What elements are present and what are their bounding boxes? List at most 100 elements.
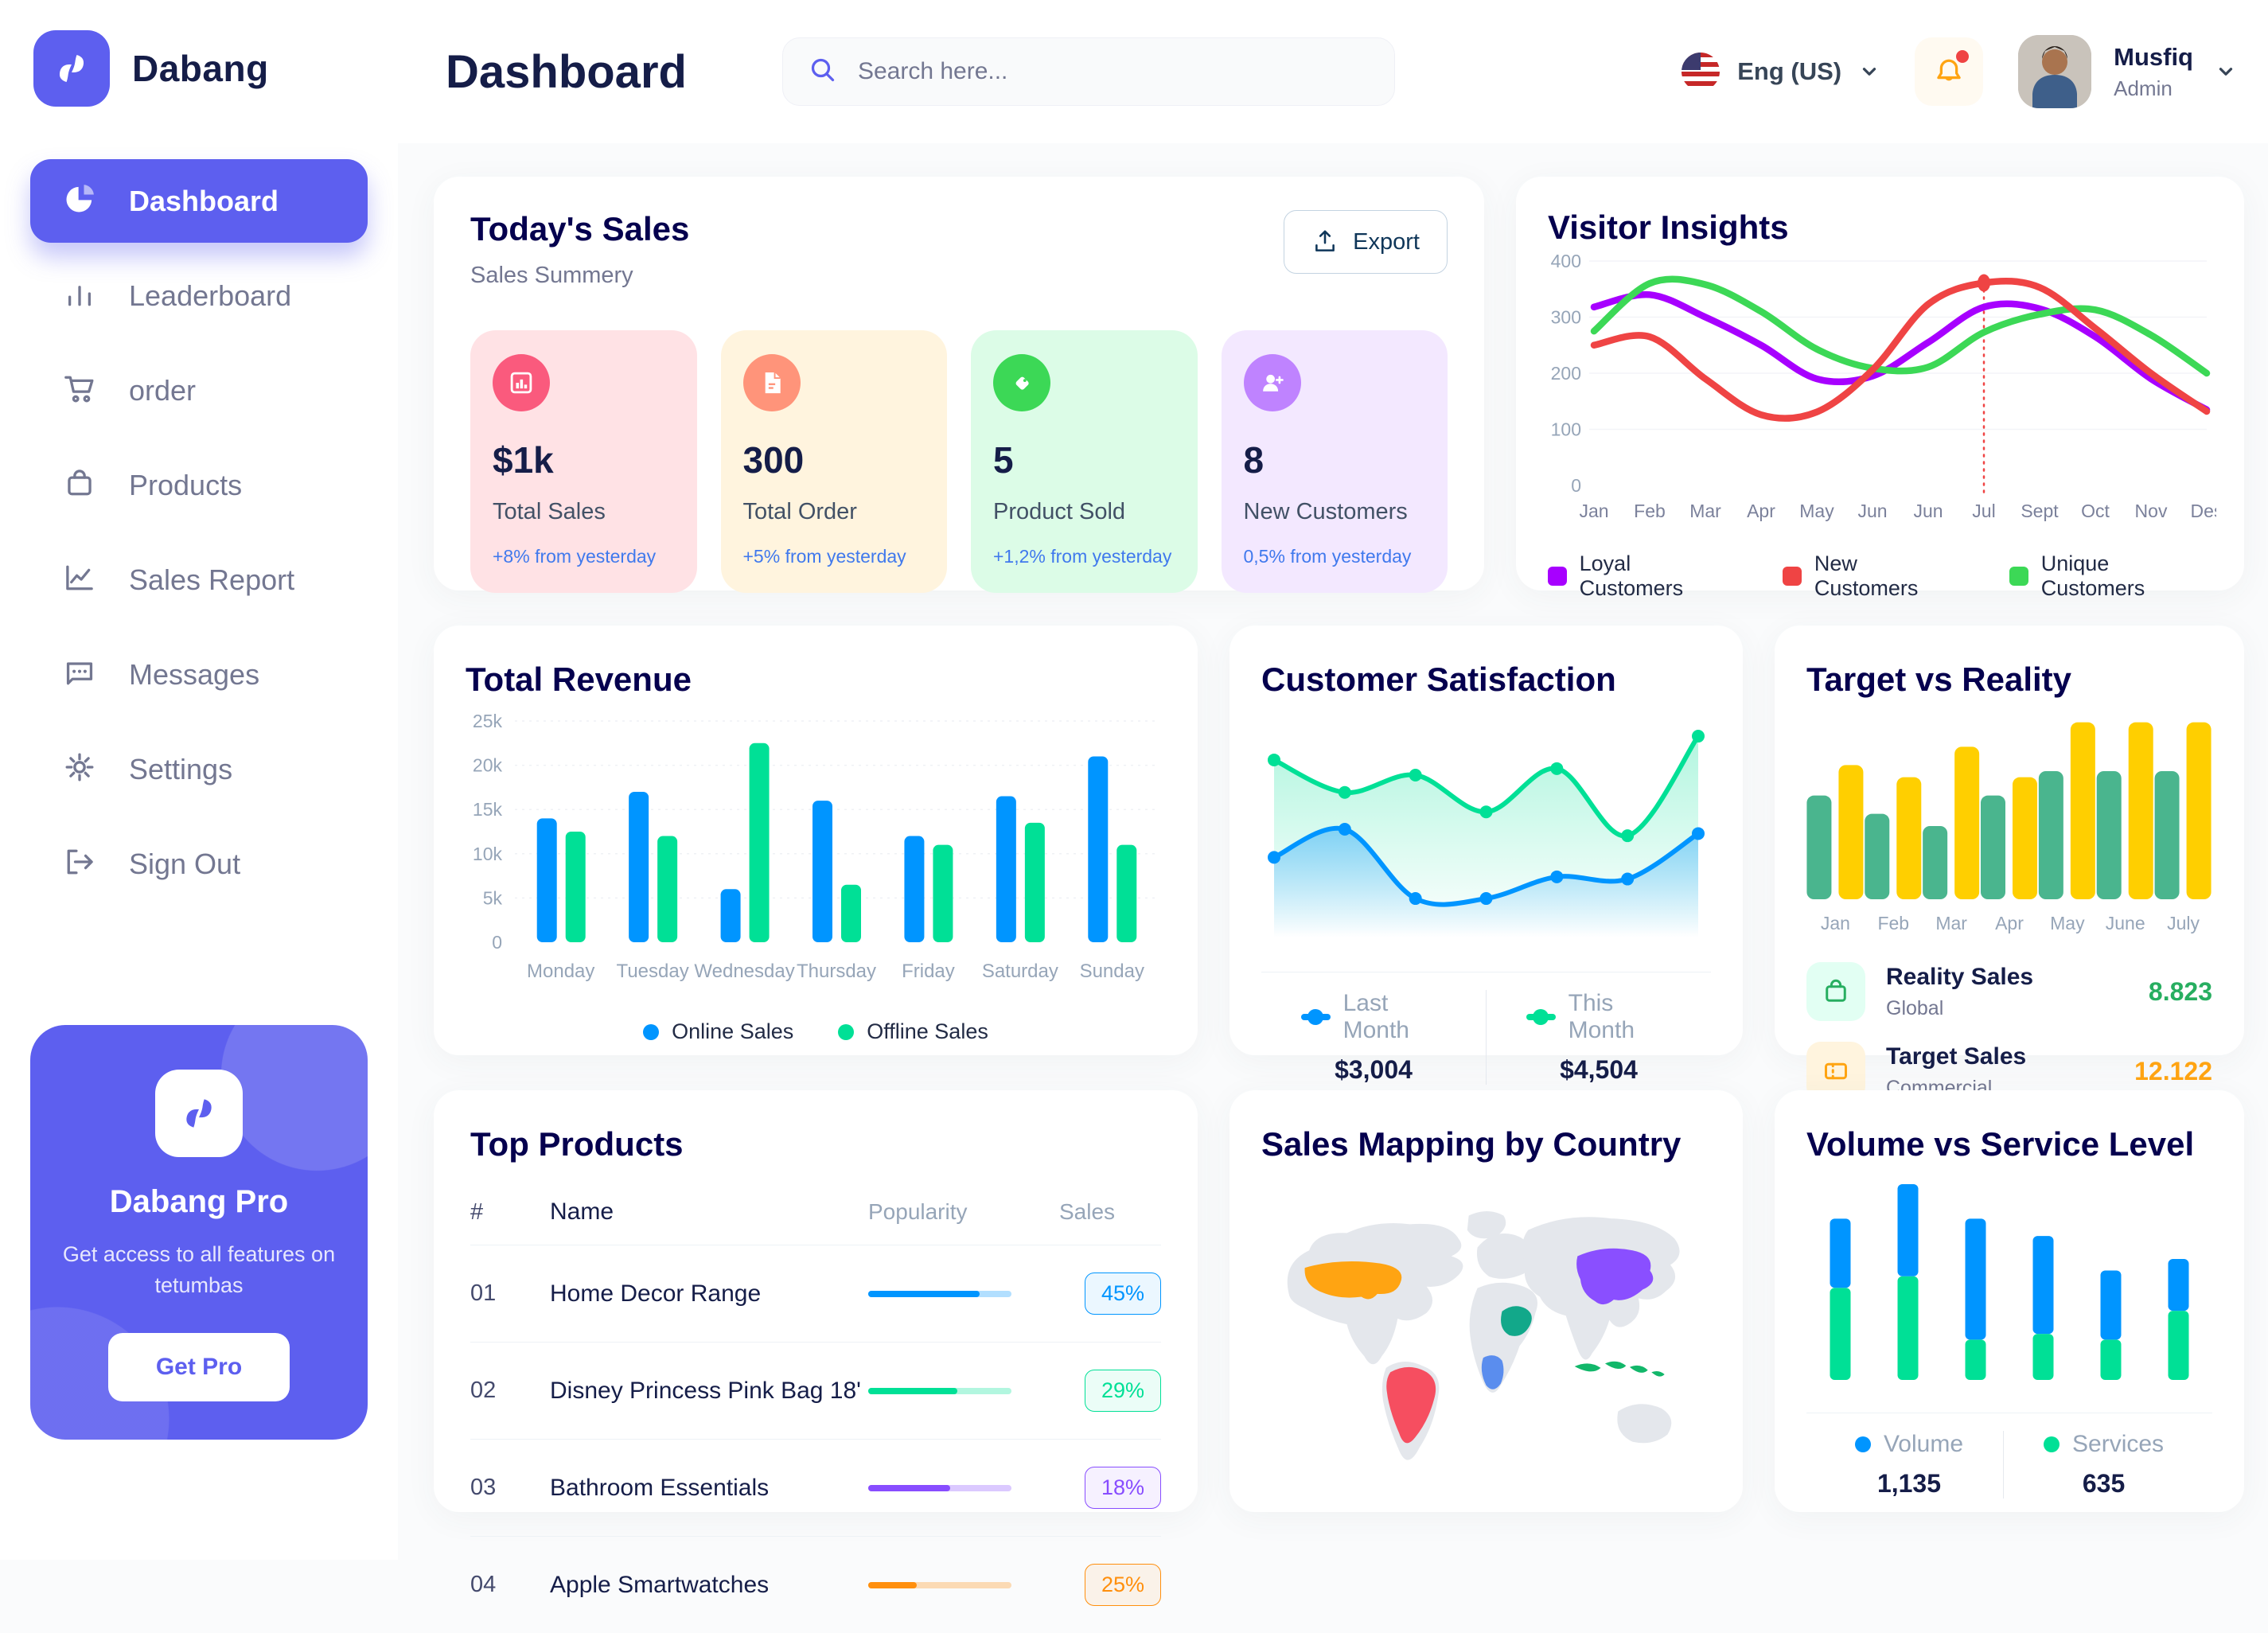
- sidebar-item-products[interactable]: Products: [30, 443, 368, 527]
- popularity-bar: [868, 1484, 950, 1491]
- target-vs-reality-title: Target vs Reality: [1806, 661, 2072, 698]
- stat-label: Total Order: [742, 499, 857, 524]
- sidebar-item-sales-report[interactable]: Sales Report: [30, 538, 368, 622]
- table-row: 03 Bathroom Essentials 18%: [470, 1440, 1161, 1537]
- svg-text:Apr: Apr: [1995, 913, 2024, 933]
- main-content: Today's Sales Sales Summery Export: [398, 143, 2268, 1606]
- legend-item-reality-sales: Reality Sales Global 8.823: [1806, 962, 2212, 1021]
- popularity-bar: [868, 1581, 918, 1588]
- search-icon: [807, 54, 839, 90]
- volume-vs-service-title: Volume vs Service Level: [1806, 1125, 2195, 1163]
- file-icon: [742, 354, 801, 411]
- svg-text:0: 0: [1571, 475, 1581, 496]
- customer-satisfaction-card: Customer Satisfaction Last Month $3,004 T…: [1229, 626, 1743, 1085]
- svg-text:July: July: [2167, 913, 2200, 933]
- svg-text:Apr: Apr: [1747, 501, 1775, 521]
- stat-card-total-order: 300 Total Order +5% from yesterday: [720, 330, 947, 593]
- visitor-insights-chart: 0 100 200 300 400 Jan Feb Mar Apr May Jun Jun Jul Sep…: [1551, 251, 2223, 521]
- target-vs-reality-chart: Jan Feb Mar Apr May June July: [1806, 722, 2211, 933]
- svg-text:Nov: Nov: [2135, 501, 2168, 521]
- svg-text:Wednesday: Wednesday: [694, 961, 794, 982]
- svg-text:Thursday: Thursday: [797, 961, 876, 982]
- legend-item: Services 635: [2003, 1431, 2204, 1499]
- sidebar-item-leaderboard[interactable]: Leaderboard: [30, 254, 368, 337]
- profile-menu[interactable]: Musfiq Admin: [2018, 35, 2236, 108]
- cart-icon: [62, 371, 97, 410]
- legend-item: Online Sales: [643, 1019, 793, 1044]
- dabang-logo-icon: [33, 30, 110, 107]
- brand: Dabang: [30, 24, 368, 138]
- svg-text:Mar: Mar: [1689, 501, 1721, 521]
- search-input[interactable]: [857, 58, 1370, 85]
- bag-icon: [62, 466, 97, 505]
- total-revenue-card: Total Revenue 0 5k 10k 15k 20k 25k Monday Tuesd…: [434, 626, 1198, 1055]
- pro-title: Dabang Pro: [109, 1184, 289, 1219]
- volume-vs-service-card: Volume vs Service Level Volume 1,135 Serv…: [1775, 1090, 2244, 1512]
- tag-icon: [993, 354, 1050, 411]
- sidebar-item-order[interactable]: order: [30, 349, 368, 432]
- svg-text:20k: 20k: [473, 755, 503, 776]
- visitor-insights-legend: Loyal Customers New Customers Unique Custo…: [1548, 551, 2216, 601]
- pro-description: Get access to all features on tetumbas: [62, 1242, 336, 1298]
- svg-text:Jan: Jan: [1821, 913, 1850, 933]
- svg-text:Jul: Jul: [1972, 501, 1995, 521]
- stat-value: 300: [742, 439, 805, 481]
- line-chart-icon: [62, 560, 97, 599]
- world-map: [1287, 1210, 1680, 1460]
- svg-text:Des: Des: [2191, 501, 2216, 521]
- language-label: Eng (US): [1737, 57, 1842, 85]
- stat-card-total-sales: $1k Total Sales +8% from yesterday: [470, 330, 697, 593]
- svg-text:15k: 15k: [473, 799, 503, 820]
- sidebar-item-dashboard[interactable]: Dashboard: [30, 159, 368, 243]
- pro-upsell-card: Dabang Pro Get access to all features on…: [30, 1025, 368, 1440]
- country-china: [1576, 1248, 1654, 1305]
- svg-text:Oct: Oct: [2081, 501, 2110, 521]
- svg-text:Sunday: Sunday: [1080, 961, 1144, 982]
- table-row: 04 Apple Smartwatches 25%: [470, 1537, 1161, 1633]
- avatar: [2018, 35, 2092, 108]
- get-pro-button[interactable]: Get Pro: [107, 1333, 290, 1402]
- sales-mapping-card: Sales Mapping by Country: [1229, 1090, 1743, 1512]
- todays-sales-title: Today's Sales: [470, 210, 690, 247]
- notification-badge: [1956, 50, 1970, 63]
- svg-text:Feb: Feb: [1634, 501, 1666, 521]
- search-box[interactable]: [781, 37, 1395, 106]
- svg-text:May: May: [1799, 501, 1834, 521]
- svg-text:Sept: Sept: [2021, 501, 2059, 521]
- top-products-table: # Name Popularity Sales 01 Home Decor Ra…: [470, 1187, 1161, 1633]
- legend-item: New Customers: [1783, 551, 1965, 601]
- stat-card-new-customers: 8 New Customers 0,5% from yesterday: [1221, 330, 1448, 593]
- stat-delta: +8% from yesterday: [493, 546, 657, 567]
- customer-satisfaction-chart: [1268, 730, 1705, 937]
- bag-icon: [1806, 962, 1865, 1021]
- sidebar-item-label: Dashboard: [129, 184, 279, 217]
- svg-text:June: June: [2106, 913, 2145, 933]
- sidebar-item-messages[interactable]: Messages: [30, 633, 368, 716]
- user-name: Musfiq: [2114, 42, 2193, 71]
- sidebar-item-settings[interactable]: Settings: [30, 727, 368, 811]
- svg-text:400: 400: [1551, 251, 1581, 271]
- svg-text:Mar: Mar: [1935, 913, 1967, 933]
- country-congo: [1481, 1355, 1504, 1389]
- svg-text:Jun: Jun: [1913, 501, 1943, 521]
- chevron-down-icon: [2219, 68, 2233, 76]
- popularity-bar: [868, 1387, 957, 1394]
- svg-text:300: 300: [1551, 307, 1581, 328]
- user-plus-icon: [1243, 354, 1301, 411]
- sidebar-item-sign-out[interactable]: Sign Out: [30, 822, 368, 906]
- svg-text:Tuesday: Tuesday: [617, 961, 689, 982]
- country-brazil: [1386, 1366, 1436, 1444]
- language-selector[interactable]: Eng (US): [1682, 53, 1880, 91]
- us-flag-icon: [1682, 53, 1720, 91]
- table-row: 02 Disney Princess Pink Bag 18' 29%: [470, 1343, 1161, 1440]
- svg-text:Jun: Jun: [1857, 501, 1887, 521]
- country-usa: [1304, 1261, 1402, 1300]
- notifications-button[interactable]: [1915, 37, 1984, 106]
- sales-badge: 45%: [1084, 1272, 1161, 1315]
- sign-out-icon: [62, 844, 97, 883]
- stat-label: Total Sales: [493, 499, 606, 524]
- stat-card-product-sold: 5 Product Sold +1,2% from yesterday: [971, 330, 1198, 593]
- export-button[interactable]: Export: [1284, 210, 1448, 274]
- svg-text:5k: 5k: [483, 887, 503, 908]
- sidebar-nav: Dashboard Leaderboard order Products Sal…: [30, 159, 368, 906]
